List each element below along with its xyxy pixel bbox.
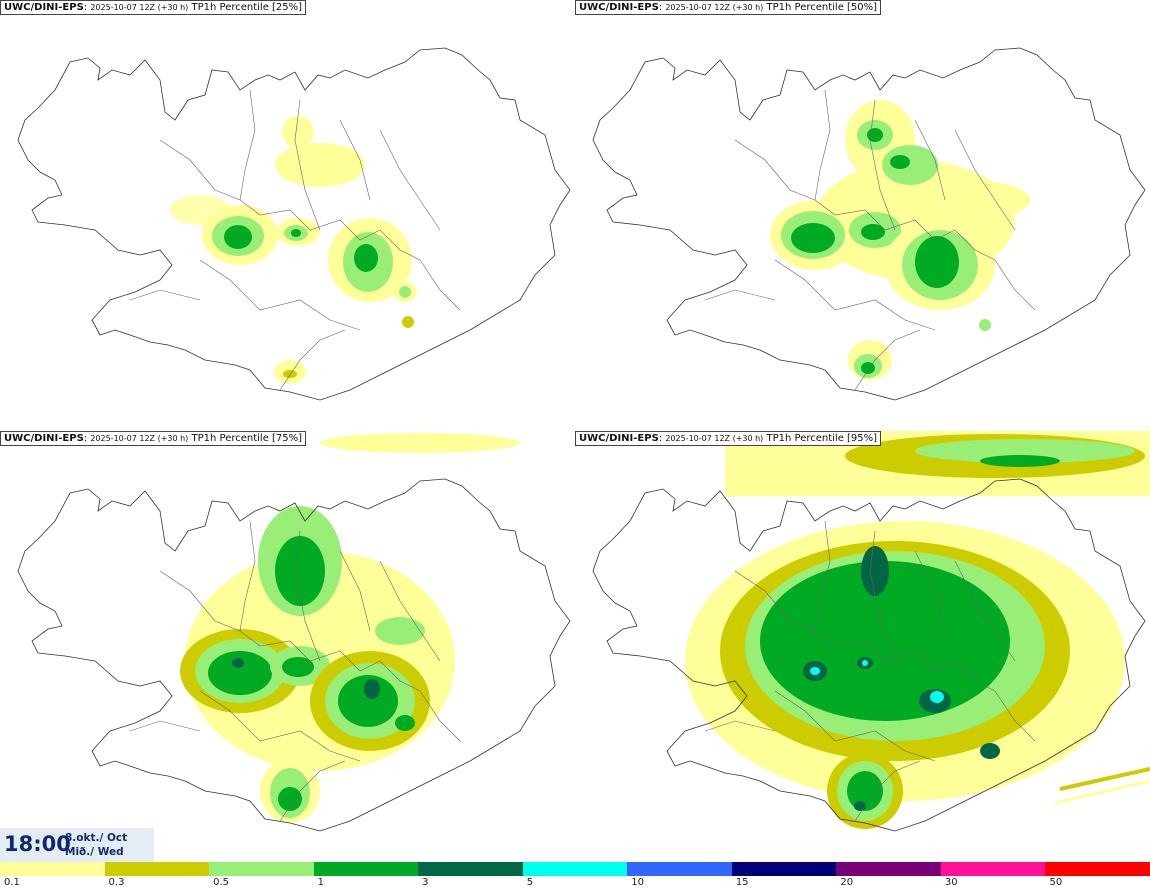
legend-swatch [104,862,210,876]
valid-time: 18:00 [4,832,71,856]
legend-swatch [418,862,523,876]
legend-tick-label: 5 [526,877,534,888]
iceland-map [592,431,1150,832]
date-line-1: 8.okt./ Oct [65,832,128,844]
legend-swatch [836,862,941,876]
legend-swatch [731,862,837,876]
legend-tick-label: 15 [735,877,749,888]
legend-tick-label: 20 [840,877,854,888]
legend-swatch [0,862,105,876]
legend-tick-label: 50 [1049,877,1063,888]
legend-swatch [313,862,419,876]
panel-title: UWC/DINI-EPS: 2025-10-07 12Z (+30 h) TP1… [0,0,307,15]
legend-tick-label: 0.5 [213,877,229,888]
panel-title: UWC/DINI-EPS: 2025-10-07 12Z (+30 h) TP1… [575,0,882,15]
map-panel-75: UWC/DINI-EPS: 2025-10-07 12Z (+30 h) TP1… [0,431,575,862]
precip-field [180,433,520,823]
map-panel-25: UWC/DINI-EPS: 2025-10-07 12Z (+30 h) TP1… [0,0,575,431]
legend-tick-label: 10 [631,877,644,888]
panel-title: UWC/DINI-EPS: 2025-10-07 12Z (+30 h) TP1… [575,431,882,446]
iceland-map [17,47,571,401]
valid-time-box: 18:00 8.okt./ Oct Mið./ Wed [0,828,154,862]
legend-swatch [940,862,1046,876]
legend-swatch [1045,862,1150,876]
legend-tick-label: 0.1 [4,877,20,888]
iceland-map [592,47,1146,401]
map-panel-95: UWC/DINI-EPS: 2025-10-07 12Z (+30 h) TP1… [575,431,1150,862]
color-legend-bar [0,862,1150,876]
legend-swatch [627,862,732,876]
precip-field [685,431,1150,829]
legend-swatch [522,862,628,876]
color-legend-ticks: 0.1 0.3 0.5 1 3 5 10 15 20 30 50 [0,877,1150,891]
legend-tick-label: 1 [317,877,324,888]
legend-tick-label: 3 [422,877,429,888]
map-panel-50: UWC/DINI-EPS: 2025-10-07 12Z (+30 h) TP1… [575,0,1150,431]
iceland-map [17,433,571,832]
date-line-2: Mið./ Wed [65,846,124,858]
legend-swatch [209,862,314,876]
valid-date: 8.okt./ Oct Mið./ Wed [65,831,127,859]
precip-field [170,116,417,384]
legend-tick-label: 30 [944,877,958,888]
legend-tick-label: 0.3 [108,877,125,888]
panel-title: UWC/DINI-EPS: 2025-10-07 12Z (+30 h) TP1… [0,431,307,446]
